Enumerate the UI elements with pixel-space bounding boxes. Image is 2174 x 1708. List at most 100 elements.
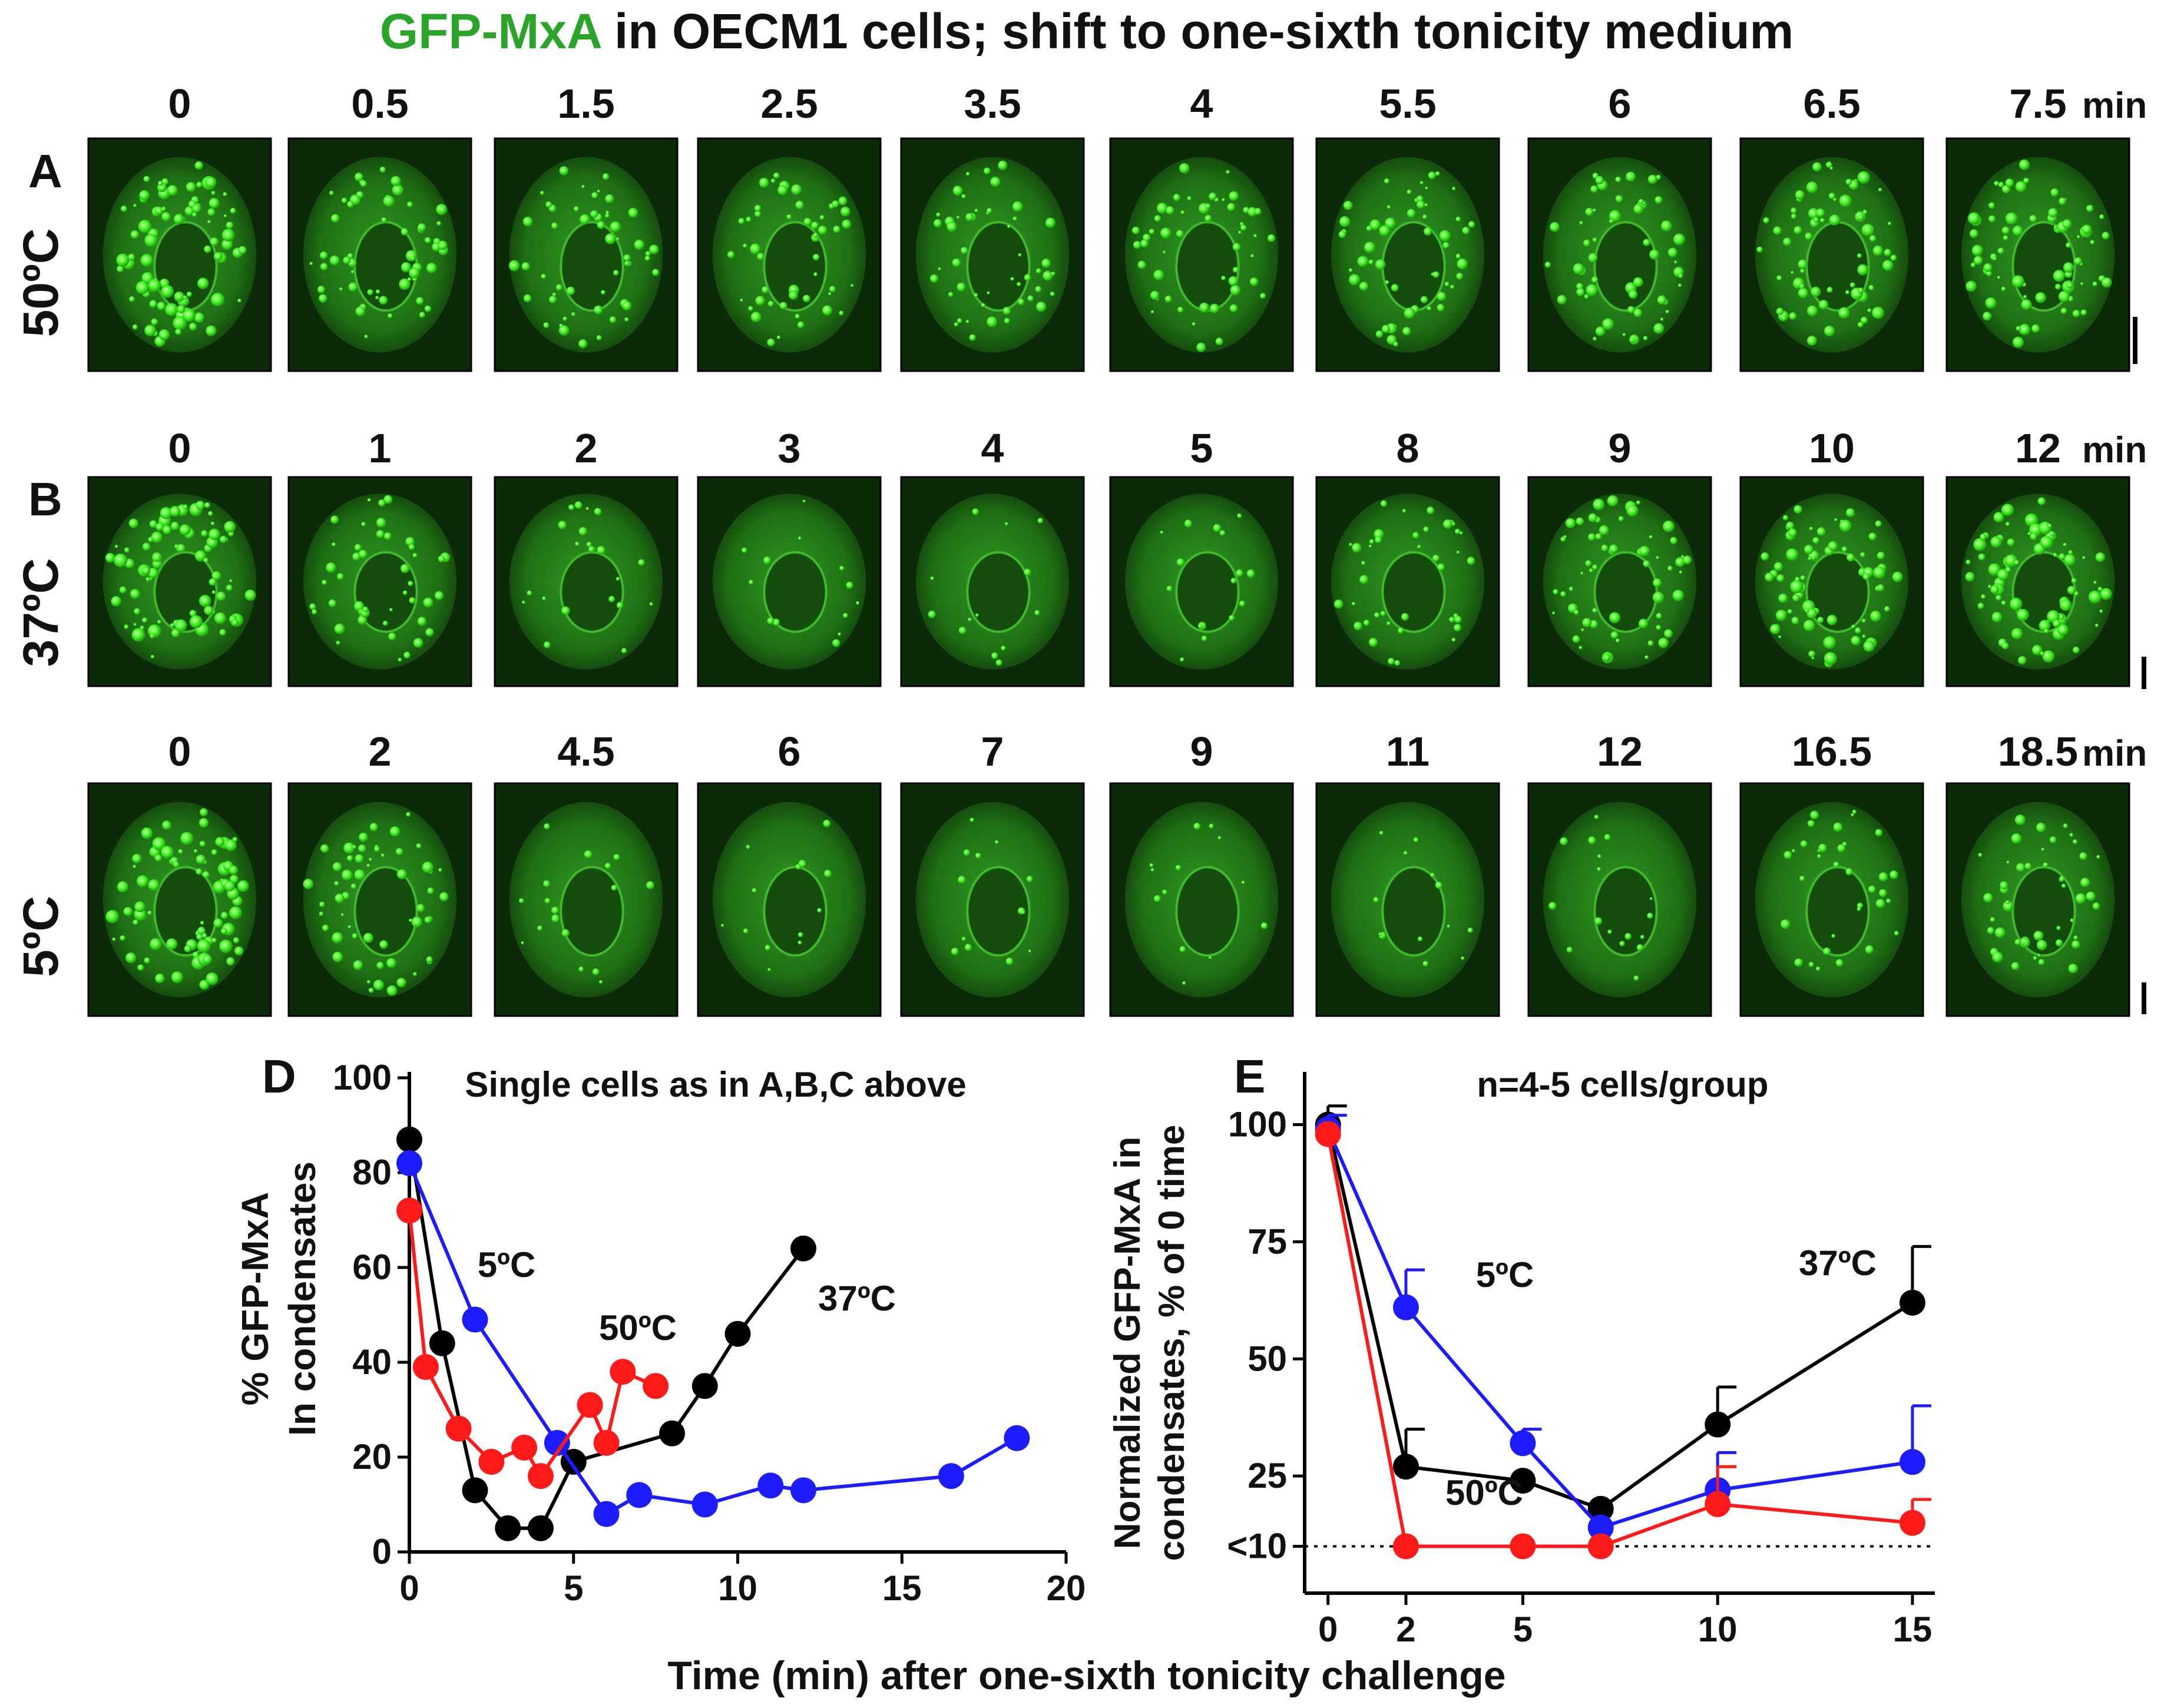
condensate-dot xyxy=(1569,586,1574,591)
condensate-dot xyxy=(2005,567,2011,573)
condensate-dot xyxy=(1763,217,1770,224)
condensate-dot xyxy=(974,293,978,297)
condensate-dot xyxy=(755,296,765,306)
condensate-dot xyxy=(1589,620,1598,628)
series-label-50c: 50ºC xyxy=(1445,1473,1523,1512)
condensate-dot xyxy=(1385,280,1389,284)
condensate-dot xyxy=(1051,272,1055,276)
condensate-dot xyxy=(1424,227,1432,236)
condensate-dot xyxy=(2060,307,2067,315)
micrograph-tile xyxy=(900,137,1085,372)
condensate-dot xyxy=(134,608,141,615)
condensate-dot xyxy=(1560,591,1566,597)
condensate-dot xyxy=(1622,333,1626,336)
condensate-dot xyxy=(1233,267,1239,273)
condensate-dot xyxy=(178,849,183,854)
data-point xyxy=(659,1420,685,1446)
condensate-dot xyxy=(1589,568,1593,573)
data-point xyxy=(593,1429,620,1456)
condensate-dot xyxy=(1857,264,1869,276)
condensate-dot xyxy=(2086,204,2094,213)
condensate-dot xyxy=(303,879,314,889)
condensate-dot xyxy=(1439,230,1451,241)
condensate-dot xyxy=(1792,849,1795,853)
condensate-dot xyxy=(961,247,968,254)
condensate-dot xyxy=(1028,949,1031,953)
condensate-dot xyxy=(209,197,220,208)
cell-nucleus xyxy=(763,866,828,957)
condensate-dot xyxy=(148,879,160,891)
time-label: 1 xyxy=(369,425,392,471)
condensate-dot xyxy=(974,208,978,213)
condensate-dot xyxy=(1221,276,1226,281)
data-point xyxy=(462,1477,488,1504)
condensate-dot xyxy=(2082,224,2092,234)
condensate-dot xyxy=(233,937,240,944)
condensate-dot xyxy=(1153,270,1164,280)
condensate-dot xyxy=(1809,527,1814,531)
condensate-dot xyxy=(1250,254,1255,258)
condensate-dot xyxy=(202,871,210,879)
y-tick-label: 100 xyxy=(1228,1105,1287,1144)
condensate-dot xyxy=(224,521,236,533)
condensate-dot xyxy=(1228,276,1239,286)
condensate-dot xyxy=(184,945,192,953)
condensate-dot xyxy=(412,552,418,558)
condensate-dot xyxy=(137,964,144,971)
condensate-dot xyxy=(2021,299,2032,310)
condensate-dot xyxy=(1812,537,1819,544)
condensate-dot xyxy=(1609,210,1621,222)
y-tick-label: 0 xyxy=(372,1532,392,1571)
condensate-dot xyxy=(767,300,774,307)
condensate-dot xyxy=(1875,899,1885,908)
condensate-dot xyxy=(1368,637,1378,647)
condensate-dot xyxy=(194,161,203,170)
condensate-dot xyxy=(1817,617,1824,624)
condensate-dot xyxy=(1868,532,1877,541)
condensate-dot xyxy=(581,185,585,188)
condensate-dot xyxy=(1971,244,1983,256)
condensate-dot xyxy=(1249,277,1259,286)
condensate-dot xyxy=(1550,221,1560,232)
micrograph-tile xyxy=(87,782,272,1017)
condensate-dot xyxy=(422,861,434,873)
condensate-dot xyxy=(2086,891,2096,901)
condensate-dot xyxy=(2099,214,2104,220)
condensate-dot xyxy=(1805,232,1812,240)
micrograph-tile xyxy=(494,476,679,687)
data-point xyxy=(724,1320,751,1347)
condensate-dot xyxy=(928,610,936,618)
condensate-dot xyxy=(358,615,367,625)
cell-nucleus xyxy=(560,221,624,312)
micrograph-tile xyxy=(1109,137,1294,372)
condensate-dot xyxy=(1254,208,1262,215)
condensate-dot xyxy=(1994,181,1999,186)
condensate-dot xyxy=(1150,310,1154,314)
condensate-dot xyxy=(634,239,644,250)
condensate-dot xyxy=(1544,262,1551,268)
condensate-dot xyxy=(1986,270,1992,277)
condensate-dot xyxy=(972,508,979,515)
condensate-dot xyxy=(1855,627,1861,634)
figure-title-rest: in OECM1 cells; shift to one-sixth tonic… xyxy=(601,4,1794,59)
condensate-dot xyxy=(1375,259,1386,270)
condensate-dot xyxy=(1640,935,1644,939)
condensate-dot xyxy=(1656,624,1662,630)
x-tick-label: 15 xyxy=(1893,1610,1933,1649)
condensate-dot xyxy=(341,197,348,204)
condensate-dot xyxy=(1872,245,1884,256)
condensate-dot xyxy=(798,536,802,540)
condensate-dot xyxy=(987,291,990,294)
micrograph-tile xyxy=(1527,476,1712,687)
x-tick-label: 0 xyxy=(1318,1610,1338,1649)
condensate-dot xyxy=(2006,522,2010,527)
condensate-dot xyxy=(438,868,442,872)
condensate-dot xyxy=(1792,594,1800,602)
condensate-dot xyxy=(1983,263,1993,272)
condensate-dot xyxy=(132,853,142,863)
condensate-dot xyxy=(376,961,384,969)
condensate-dot xyxy=(340,913,345,916)
condensate-dot xyxy=(1552,611,1556,615)
condensate-dot xyxy=(1862,634,1866,638)
